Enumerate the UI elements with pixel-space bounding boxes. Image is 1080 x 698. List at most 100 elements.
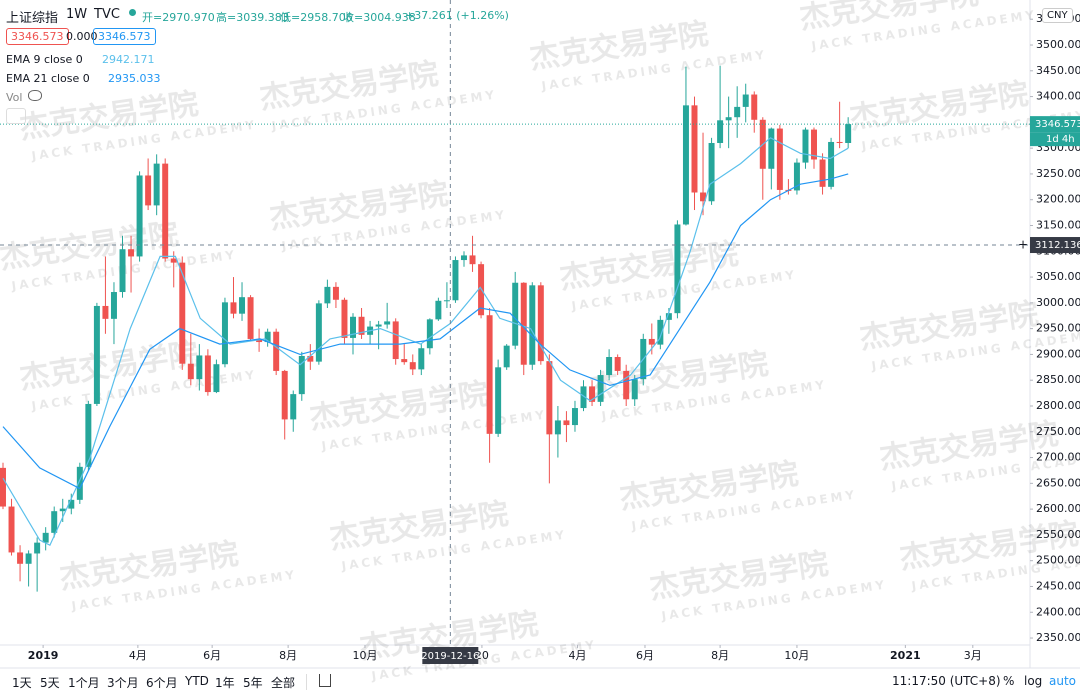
currency[interactable]: CNY: [1042, 8, 1073, 23]
range-button[interactable]: YTD: [185, 674, 209, 688]
percent-toggle[interactable]: %: [1003, 674, 1015, 688]
clock[interactable]: 11:17:50 (UTC+8): [892, 674, 1001, 688]
candle-body: [51, 511, 58, 533]
goto-date-icon[interactable]: [319, 674, 331, 687]
candle-body: [128, 249, 135, 257]
legend-volume[interactable]: Vol: [6, 91, 23, 104]
y-tick-label: 2700.000: [1036, 451, 1080, 464]
candle-body: [68, 499, 75, 509]
y-tick-label: 2500.000: [1036, 554, 1080, 567]
buy-button[interactable]: 3346.573: [93, 28, 156, 45]
y-tick-label: 2950.000: [1036, 322, 1080, 335]
range-button[interactable]: 1个月: [68, 676, 100, 690]
y-tick-label: 3050.000: [1036, 270, 1080, 283]
candle-body: [802, 129, 809, 163]
candle-body: [392, 321, 399, 360]
candle-body: [819, 159, 826, 187]
range-button[interactable]: 5年: [243, 676, 263, 690]
y-tick-label: 2550.000: [1036, 528, 1080, 541]
candle-body: [187, 363, 194, 380]
y-tick-label: 3200.000: [1036, 193, 1080, 206]
ohlc-change: +37.261 (+1.26%): [405, 9, 509, 22]
log-toggle[interactable]: log: [1024, 674, 1043, 688]
interval: 1W: [66, 7, 88, 22]
range-button[interactable]: 3个月: [107, 676, 139, 690]
candle-body: [162, 163, 169, 259]
collapse-button[interactable]: [6, 108, 26, 124]
separator: [306, 674, 307, 690]
sell-button[interactable]: 3346.573: [6, 28, 69, 45]
candle-body: [734, 106, 741, 118]
legend-ema9[interactable]: EMA 9 close 0: [6, 53, 83, 66]
candle-body: [776, 128, 783, 190]
legend-ema21[interactable]: EMA 21 close 0: [6, 72, 90, 85]
candle-body: [836, 141, 843, 143]
candle-body: [845, 124, 852, 143]
x-tick-label: 10月: [784, 649, 809, 662]
ohlc-open: 开=2970.970: [142, 11, 215, 24]
eye-icon[interactable]: [28, 90, 42, 101]
candle-body: [230, 302, 237, 314]
candle-body: [452, 260, 459, 301]
range-button[interactable]: 全部: [271, 676, 296, 690]
ohlc-high: 高=3039.383: [216, 11, 289, 24]
plus-icon: +: [1018, 238, 1028, 252]
candle-body: [76, 466, 83, 500]
candle-body: [25, 553, 32, 564]
y-tick-label: 2800.000: [1036, 399, 1080, 412]
range-button[interactable]: 1天: [12, 676, 32, 690]
candle-body: [315, 303, 322, 362]
candle-body: [93, 305, 100, 404]
candle-body: [247, 297, 254, 339]
y-tick-label: 2650.000: [1036, 476, 1080, 489]
auto-toggle[interactable]: auto: [1049, 674, 1077, 688]
candle-body: [264, 331, 271, 343]
candle-body: [298, 355, 305, 395]
candle-body: [589, 386, 596, 402]
y-tick-label: 3400.000: [1036, 90, 1080, 103]
range-button[interactable]: 6个月: [146, 676, 178, 690]
candle-body: [239, 297, 246, 314]
candle-body: [717, 120, 724, 143]
candle-body: [828, 141, 835, 187]
candle-body: [281, 370, 288, 420]
x-tick-label: 8月: [279, 649, 297, 662]
y-tick-label: 3250.000: [1036, 167, 1080, 180]
y-tick-label: 2600.000: [1036, 502, 1080, 515]
candle-body: [537, 285, 544, 362]
symbol: 上证综指: [6, 11, 59, 26]
candle-body: [742, 94, 749, 107]
candle-body: [358, 316, 365, 335]
y-tick-label: 3500.000: [1036, 38, 1080, 51]
candle-body: [384, 321, 391, 325]
range-button[interactable]: 5天: [40, 676, 60, 690]
candle-body: [375, 324, 382, 327]
candle-body: [469, 255, 476, 265]
y-tick-label: 2850.000: [1036, 373, 1080, 386]
candle-body: [461, 255, 467, 261]
candle-body: [332, 286, 339, 300]
x-tick-label: 2021: [890, 649, 921, 662]
candle-body: [495, 367, 502, 434]
candle-body: [256, 338, 263, 343]
x-tick-label: 6月: [203, 649, 221, 662]
candle-body: [503, 345, 510, 368]
candle-body: [623, 370, 630, 400]
candle-body: [571, 408, 578, 426]
ohlc-low: 低=2958.706: [280, 11, 353, 24]
legend-ema9-value: 2942.171: [102, 53, 155, 66]
candle-body: [554, 420, 561, 435]
candle-body: [768, 128, 775, 169]
candle-body: [102, 305, 109, 319]
candle-body: [42, 532, 49, 543]
range-button[interactable]: 1年: [215, 676, 235, 690]
x-tick-label: 20: [475, 649, 489, 662]
candle-body: [443, 300, 450, 302]
